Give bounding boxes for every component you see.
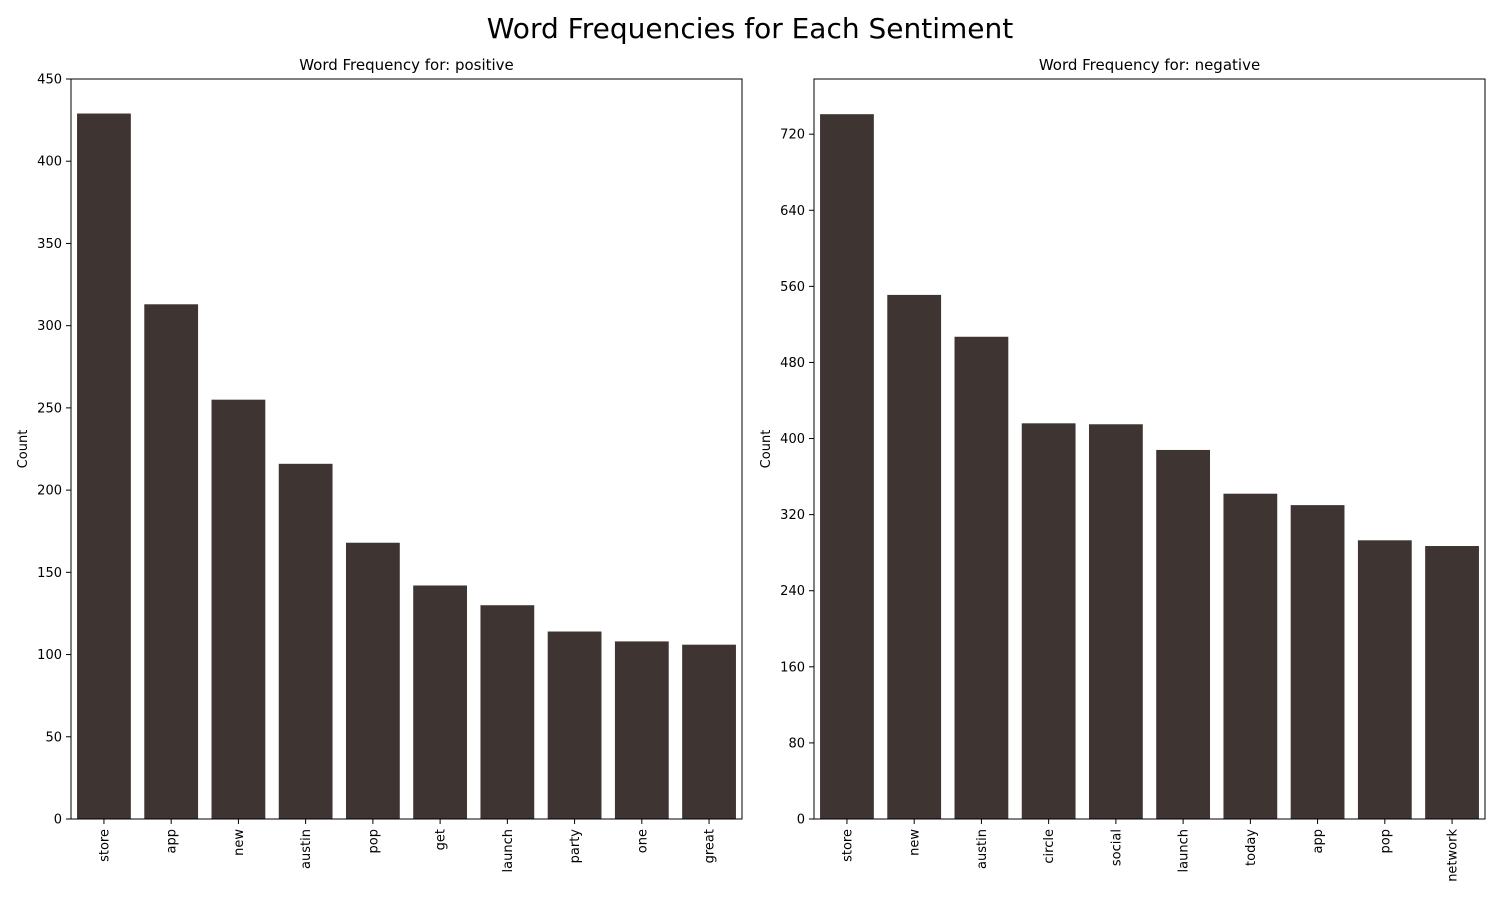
y-tick-label: 560 bbox=[780, 280, 805, 295]
x-tick-label-party: party bbox=[568, 829, 583, 864]
chart-positive: 0 50 100 150 200 250 300 350 400 450 store app new au… bbox=[16, 56, 743, 872]
x-tick-label-austin: austin bbox=[975, 829, 990, 869]
y-tick-label: 450 bbox=[37, 73, 62, 88]
bar-positive-austin bbox=[278, 463, 333, 819]
bar-positive-app bbox=[144, 304, 199, 819]
y-tick-label: 50 bbox=[45, 730, 62, 745]
bar-positive-great bbox=[682, 644, 736, 819]
y-tick-label: 640 bbox=[780, 204, 805, 219]
x-tick-label-one: one bbox=[635, 829, 650, 853]
plot-frame bbox=[70, 78, 743, 820]
x-tick-label-launch: launch bbox=[501, 829, 516, 872]
y-tick-label: 80 bbox=[788, 736, 805, 751]
y-tick-label: 320 bbox=[780, 508, 805, 523]
bar-negative-today bbox=[1223, 493, 1278, 819]
chart-title: Word Frequency for: positive bbox=[299, 56, 514, 74]
x-tick-label-launch: launch bbox=[1177, 829, 1192, 872]
y-tick-label: 480 bbox=[780, 356, 805, 371]
y-tick-label: 200 bbox=[37, 484, 62, 499]
y-tick-label: 720 bbox=[780, 128, 805, 143]
bar-positive-one bbox=[614, 641, 669, 819]
y-axis-label: Count bbox=[759, 430, 774, 469]
y-tick-label: 250 bbox=[37, 401, 62, 416]
bar-positive-pop bbox=[345, 542, 400, 819]
y-tick-label: 0 bbox=[797, 813, 805, 828]
x-tick-label-pop: pop bbox=[1378, 829, 1393, 853]
x-tick-label-new: new bbox=[908, 829, 923, 856]
bar-negative-circle bbox=[1021, 423, 1076, 819]
bar-negative-network bbox=[1425, 546, 1479, 819]
x-tick-label-austin: austin bbox=[299, 829, 314, 869]
bar-negative-launch bbox=[1156, 449, 1211, 819]
y-tick-label: 0 bbox=[54, 813, 62, 828]
chart-title: Word Frequency for: negative bbox=[1039, 56, 1260, 74]
bar-positive-new bbox=[211, 399, 266, 819]
x-tick-label-store: store bbox=[97, 829, 112, 862]
y-tick-label: 400 bbox=[780, 432, 805, 447]
x-tick-label-get: get bbox=[434, 829, 449, 850]
bar-negative-app bbox=[1290, 505, 1345, 819]
x-tick-label-social: social bbox=[1109, 829, 1124, 866]
y-tick-label: 150 bbox=[37, 566, 62, 581]
bar-positive-party bbox=[547, 631, 602, 819]
plot-frame bbox=[813, 78, 1486, 820]
bar-negative-austin bbox=[954, 336, 1009, 819]
y-tick-label: 350 bbox=[37, 237, 62, 252]
x-tick-label-app: app bbox=[165, 829, 180, 853]
y-tick-label: 240 bbox=[780, 584, 805, 599]
x-tick-label-new: new bbox=[232, 829, 247, 856]
x-tick-label-network: network bbox=[1446, 829, 1461, 882]
y-axis-label: Count bbox=[16, 430, 31, 469]
x-tick-label-great: great bbox=[703, 829, 718, 863]
x-tick-label-circle: circle bbox=[1042, 829, 1057, 864]
bar-negative-new bbox=[887, 294, 942, 819]
bar-negative-social bbox=[1088, 424, 1143, 819]
y-tick-label: 400 bbox=[37, 155, 62, 170]
bar-positive-get bbox=[413, 585, 468, 819]
x-tick-label-store: store bbox=[840, 829, 855, 862]
bar-negative-pop bbox=[1357, 540, 1412, 819]
y-tick-label: 100 bbox=[37, 648, 62, 663]
chart-negative: 0 80 160 240 320 400 480 560 640 720 store new austi… bbox=[759, 56, 1486, 882]
bar-positive-launch bbox=[480, 605, 535, 819]
y-tick-label: 160 bbox=[780, 660, 805, 675]
bar-negative-store bbox=[820, 114, 874, 819]
x-tick-label-today: today bbox=[1244, 829, 1259, 866]
y-tick-label: 300 bbox=[37, 319, 62, 334]
x-tick-label-pop: pop bbox=[366, 829, 381, 853]
figure-title: Word Frequencies for Each Sentiment bbox=[486, 12, 1014, 45]
bar-positive-store bbox=[77, 113, 131, 819]
x-tick-label-app: app bbox=[1311, 829, 1326, 853]
